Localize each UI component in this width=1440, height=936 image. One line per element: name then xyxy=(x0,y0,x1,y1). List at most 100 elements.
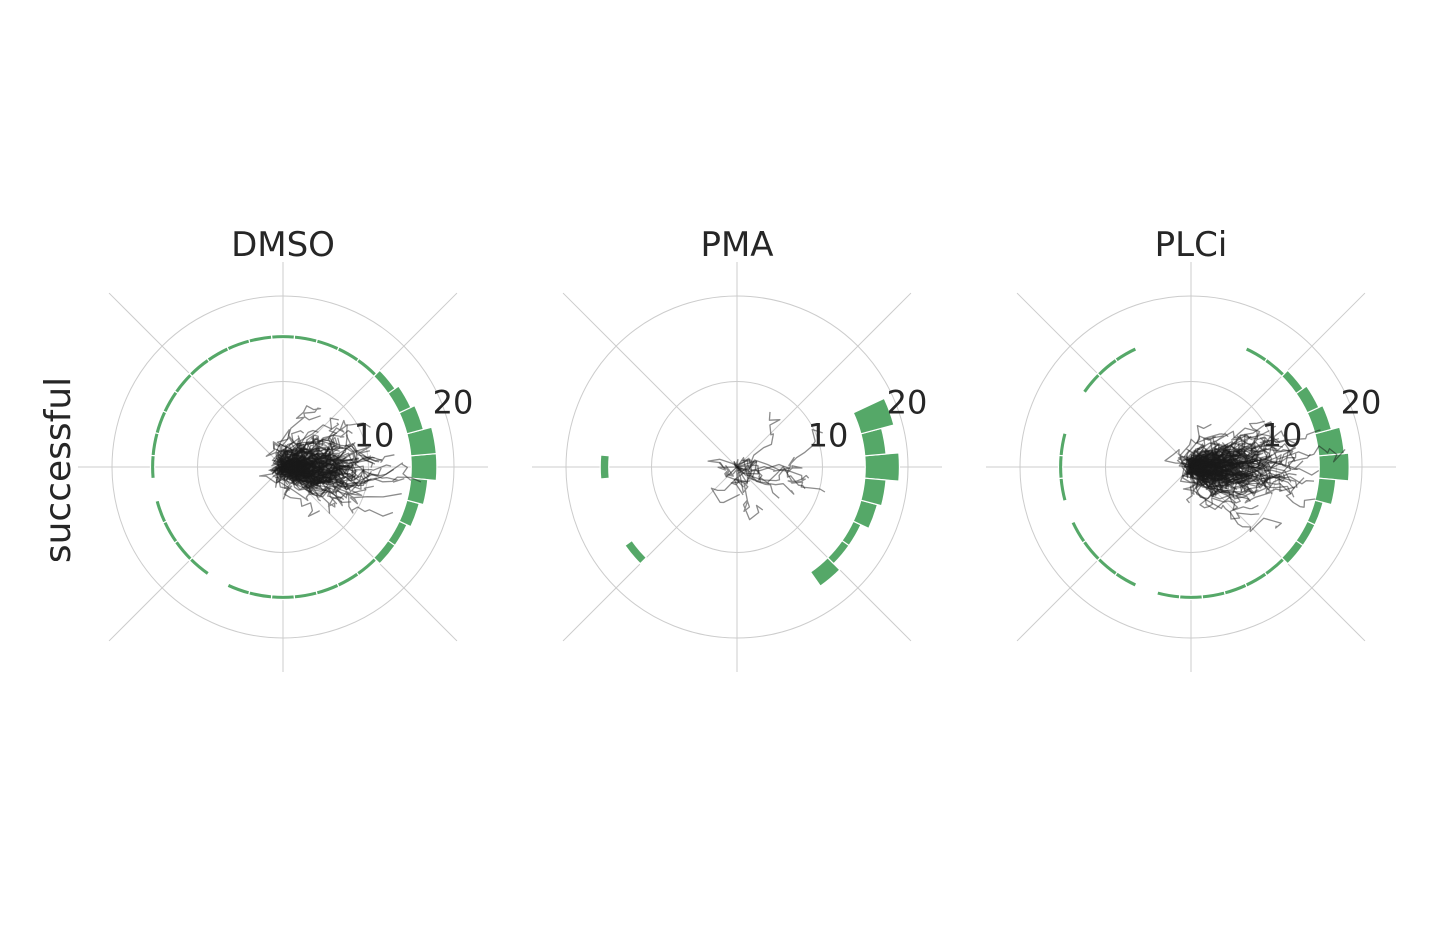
track-line xyxy=(282,459,382,481)
histogram-bar xyxy=(406,426,437,457)
histogram-bar xyxy=(860,477,887,507)
histogram-bar xyxy=(1155,590,1181,600)
histogram-bar xyxy=(1244,346,1268,363)
track-line xyxy=(1190,460,1227,482)
histogram-bar xyxy=(372,539,396,565)
histogram-bar xyxy=(1058,477,1068,503)
track-line xyxy=(1179,466,1273,511)
histogram-bar xyxy=(1306,404,1333,435)
histogram-bar xyxy=(1263,556,1286,577)
radial-tick-label: 20 xyxy=(433,384,474,422)
histogram-bar xyxy=(398,499,421,528)
track-line xyxy=(1190,458,1241,474)
histogram-bar xyxy=(1306,499,1324,526)
histogram-bar xyxy=(154,499,168,524)
histogram-bar xyxy=(1295,520,1316,547)
histogram-bar xyxy=(162,390,179,414)
histogram-bar xyxy=(188,357,211,378)
radial-tick-label: 10 xyxy=(354,416,395,454)
histogram-bar xyxy=(355,556,378,577)
grid-spoke xyxy=(282,466,458,642)
track-line xyxy=(282,442,382,470)
track-line xyxy=(258,460,307,488)
tracks xyxy=(707,411,826,521)
track-line xyxy=(272,466,289,486)
track-line xyxy=(736,466,764,521)
panel-title: PMA xyxy=(700,225,773,265)
track-line xyxy=(276,405,322,468)
histogram-bar xyxy=(355,357,378,378)
panel-title: PLCi xyxy=(1155,225,1228,265)
histogram-bar xyxy=(150,431,160,457)
track-line xyxy=(730,459,751,496)
histogram-bar xyxy=(1114,346,1138,363)
histogram-bar xyxy=(270,333,296,340)
histogram-bar xyxy=(336,571,360,588)
track-line xyxy=(279,455,380,481)
histogram-bar xyxy=(624,539,648,565)
track-line xyxy=(282,422,340,474)
radial-tick-label: 10 xyxy=(1262,416,1303,454)
grid-spoke xyxy=(736,466,912,642)
track-line xyxy=(1190,461,1292,495)
polar-panel-pma: PMA 10 20 xyxy=(532,225,942,672)
histogram-bar xyxy=(162,520,179,544)
histogram-bar xyxy=(398,404,425,435)
histogram-bar xyxy=(841,520,862,547)
histogram-bar xyxy=(809,556,841,587)
grid-spoke xyxy=(562,292,738,468)
track-line xyxy=(736,428,823,472)
tracks xyxy=(258,405,422,517)
histogram-bar xyxy=(247,590,273,600)
histogram-bar xyxy=(270,594,296,601)
radial-tick-label: 20 xyxy=(887,384,928,422)
row-label: successful xyxy=(38,377,79,563)
histogram-bar xyxy=(1263,357,1286,378)
histogram-bar xyxy=(247,334,273,344)
grid-spoke xyxy=(1016,292,1192,468)
track-line xyxy=(1164,448,1208,468)
histogram-bar xyxy=(1223,582,1248,596)
grid-spoke xyxy=(736,292,912,468)
grid-spoke xyxy=(1190,292,1366,468)
histogram-bar xyxy=(1295,385,1320,414)
histogram-bar xyxy=(852,397,895,435)
histogram-bar xyxy=(206,346,230,363)
histogram-bar xyxy=(864,452,901,482)
histogram-bar xyxy=(293,334,319,344)
track-line xyxy=(1182,465,1241,498)
histogram-bar xyxy=(173,539,194,562)
histogram-bar xyxy=(1318,452,1350,482)
track-line xyxy=(733,460,780,499)
histogram-bar xyxy=(315,338,340,352)
polar-panel-dmso: DMSO 10 20 xyxy=(78,225,488,672)
track-line xyxy=(1190,453,1237,468)
track-line xyxy=(282,466,374,495)
histogram-bar xyxy=(226,582,251,596)
histogram-bar xyxy=(406,477,429,506)
track-line xyxy=(1190,457,1296,498)
track-line xyxy=(1190,466,1282,533)
histogram-bar xyxy=(226,338,251,352)
polar-panel-plci: PLCi 10 20 xyxy=(986,225,1396,672)
histogram-bar xyxy=(1244,571,1268,588)
histogram-bar xyxy=(387,385,412,414)
track-line xyxy=(282,461,346,488)
histogram-bar xyxy=(293,590,319,600)
track-line xyxy=(1190,463,1271,483)
histogram-bar xyxy=(1081,372,1102,395)
histogram-bar xyxy=(1280,369,1304,395)
radial-tick-label: 20 xyxy=(1341,384,1382,422)
panel-title: DMSO xyxy=(231,225,335,265)
histogram-bar xyxy=(315,582,340,596)
track-line xyxy=(726,466,810,485)
track-line xyxy=(280,436,315,468)
histogram-bar xyxy=(1070,520,1087,544)
histogram-bar xyxy=(188,556,211,577)
histogram-bar xyxy=(336,346,360,363)
histogram-bar xyxy=(1081,539,1102,562)
grid-spoke xyxy=(108,292,284,468)
histogram-bar xyxy=(387,520,408,547)
grid-spoke xyxy=(1016,466,1192,642)
